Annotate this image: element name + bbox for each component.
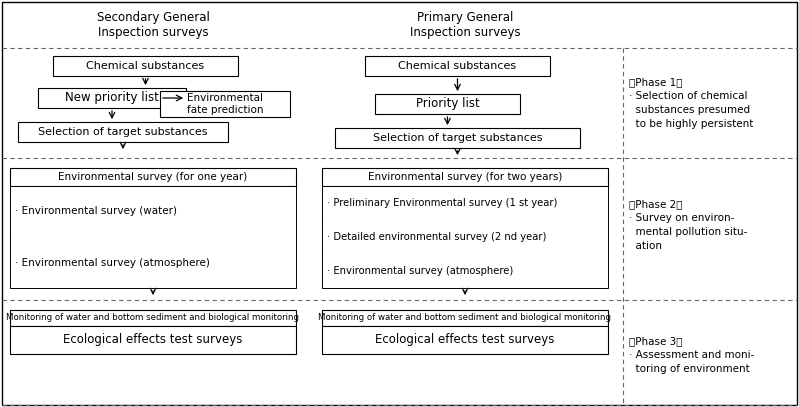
Text: 〈Phase 3〉
· Assessment and moni-
  toring of environment: 〈Phase 3〉 · Assessment and moni- toring … (629, 336, 754, 374)
Bar (322, 186, 608, 288)
Bar (375, 94, 520, 114)
Text: Monitoring of water and bottom sediment and biological monitoring: Monitoring of water and bottom sediment … (6, 313, 300, 322)
Text: Secondary General
Inspection surveys: Secondary General Inspection surveys (97, 11, 209, 39)
Bar (160, 91, 290, 117)
Text: Ecological effects test surveys: Ecological effects test surveys (376, 333, 555, 346)
Text: Monitoring of water and bottom sediment and biological monitoring: Monitoring of water and bottom sediment … (319, 313, 611, 322)
Bar (322, 310, 608, 326)
Text: 〈Phase 1〉
· Selection of chemical
  substances presumed
  to be highly persisten: 〈Phase 1〉 · Selection of chemical substa… (629, 77, 753, 129)
Text: · Detailed environmental survey (2 nd year): · Detailed environmental survey (2 nd ye… (327, 232, 547, 242)
Text: Priority list: Priority list (415, 98, 479, 110)
Bar (365, 56, 550, 76)
Bar (335, 128, 580, 148)
Bar (10, 326, 296, 354)
Text: Chemical substances: Chemical substances (399, 61, 517, 71)
Text: Selection of target substances: Selection of target substances (373, 133, 543, 143)
Text: · Environmental survey (atmosphere): · Environmental survey (atmosphere) (327, 266, 513, 276)
Bar (10, 186, 296, 288)
Bar (38, 88, 186, 108)
Bar (18, 122, 228, 142)
Bar (322, 168, 608, 186)
Text: Ecological effects test surveys: Ecological effects test surveys (63, 333, 243, 346)
Bar (10, 310, 296, 326)
Text: · Environmental survey (water): · Environmental survey (water) (15, 206, 177, 217)
Text: · Preliminary Environmental survey (1 st year): · Preliminary Environmental survey (1 st… (327, 198, 558, 208)
Text: Environmental survey (for two years): Environmental survey (for two years) (368, 172, 562, 182)
Text: Environmental survey (for one year): Environmental survey (for one year) (58, 172, 248, 182)
Bar (322, 326, 608, 354)
Text: 〈Phase 2〉
· Survey on environ-
  mental pollution situ-
  ation: 〈Phase 2〉 · Survey on environ- mental po… (629, 199, 747, 251)
Text: · Environmental survey (atmosphere): · Environmental survey (atmosphere) (15, 258, 210, 267)
Text: Environmental
fate prediction: Environmental fate prediction (187, 93, 263, 115)
Bar (53, 56, 238, 76)
Text: New priority list: New priority list (65, 92, 159, 105)
Text: Chemical substances: Chemical substances (86, 61, 205, 71)
Bar (10, 168, 296, 186)
Text: Selection of target substances: Selection of target substances (38, 127, 208, 137)
Text: Primary General
Inspection surveys: Primary General Inspection surveys (410, 11, 520, 39)
